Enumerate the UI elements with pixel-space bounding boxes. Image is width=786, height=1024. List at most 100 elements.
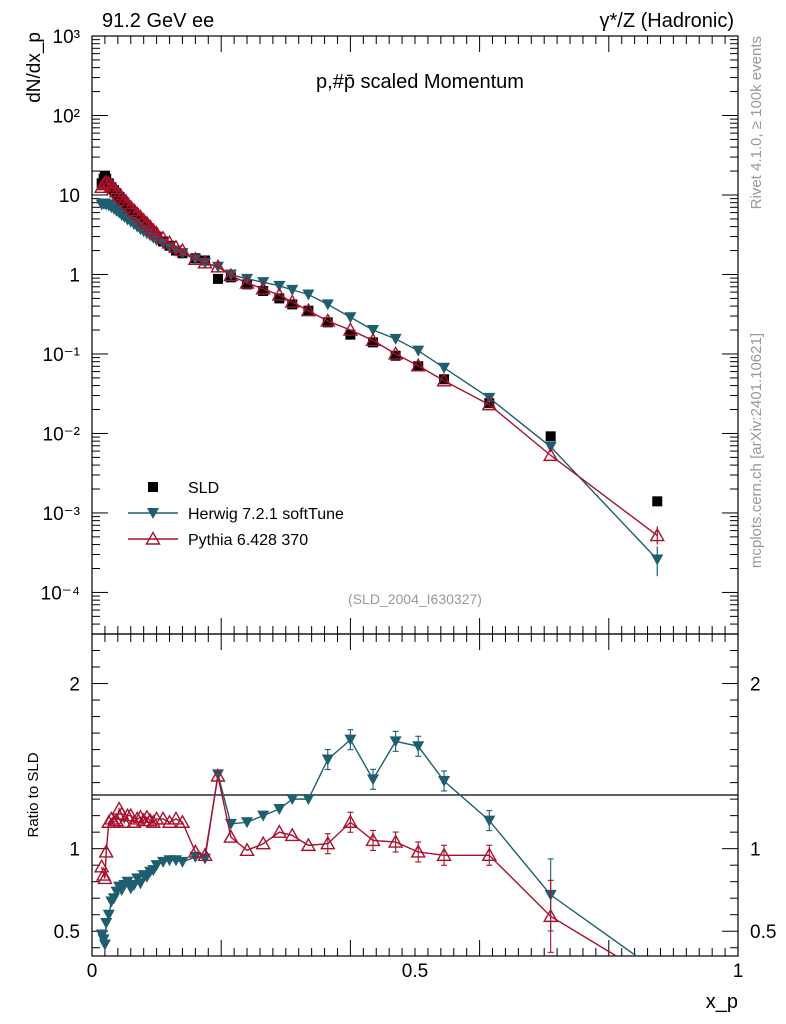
data-point bbox=[258, 285, 269, 296]
legend-label: Herwig 7.2.1 softTune bbox=[188, 506, 344, 523]
data-point bbox=[223, 267, 239, 282]
data-point bbox=[111, 187, 127, 201]
data-point bbox=[106, 814, 122, 828]
data-point bbox=[223, 829, 239, 843]
y-tick-label: 10⁻² bbox=[43, 424, 81, 445]
data-point bbox=[542, 447, 559, 462]
y-tick-label: 10² bbox=[53, 106, 80, 127]
data-point bbox=[123, 199, 139, 213]
data-point bbox=[161, 234, 178, 249]
data-point bbox=[286, 284, 299, 296]
data-point bbox=[103, 178, 120, 192]
data-point bbox=[287, 299, 298, 310]
series-line bbox=[101, 775, 617, 957]
data-point bbox=[389, 333, 402, 345]
data-point bbox=[368, 337, 379, 348]
data-point bbox=[155, 230, 171, 245]
ratio-y-tick-label: 0.5 bbox=[54, 922, 80, 943]
data-point bbox=[255, 835, 271, 850]
rivet-note: Rivet 4.1.0, ≥ 100k events bbox=[748, 36, 765, 209]
y-tick-label: 1 bbox=[69, 265, 80, 286]
data-point bbox=[176, 856, 189, 868]
data-point bbox=[121, 876, 134, 888]
data-point bbox=[273, 280, 286, 292]
y-tick-label: 10⁻³ bbox=[43, 504, 81, 525]
data-point bbox=[148, 225, 165, 239]
data-point bbox=[365, 332, 381, 347]
data-point bbox=[274, 293, 285, 304]
ratio-y-tick-label: 2 bbox=[69, 675, 80, 696]
y-tick-label: 10 bbox=[59, 186, 80, 207]
data-point bbox=[126, 814, 142, 828]
data-point bbox=[367, 325, 380, 337]
data-point bbox=[187, 844, 204, 858]
data-point bbox=[436, 372, 452, 387]
data-point bbox=[387, 346, 404, 360]
data-point bbox=[344, 312, 357, 324]
data-point bbox=[439, 374, 450, 385]
data-point bbox=[652, 496, 663, 507]
data-point bbox=[134, 878, 147, 890]
data-point bbox=[273, 804, 286, 816]
data-point bbox=[438, 362, 451, 374]
data-point bbox=[119, 195, 136, 210]
data-point bbox=[271, 287, 288, 301]
legend-marker bbox=[148, 482, 158, 492]
y-axis-label-main: dN/dx_p bbox=[24, 32, 45, 103]
axis-ticks bbox=[91, 35, 739, 956]
legend-marker bbox=[147, 508, 159, 519]
data-point bbox=[145, 814, 162, 828]
data-point bbox=[545, 431, 556, 442]
data-point bbox=[142, 218, 158, 233]
mcplots-note: mcplots.cern.ch [arXiv:2401.10621] bbox=[748, 333, 765, 568]
data-point bbox=[257, 810, 270, 822]
series-line bbox=[101, 738, 637, 957]
data-point bbox=[255, 280, 271, 295]
series-line bbox=[101, 181, 658, 537]
ratio-y-tick-label-right: 1 bbox=[750, 840, 761, 861]
y-tick-label: 10⁻¹ bbox=[43, 345, 81, 366]
x-tick-label: 0 bbox=[87, 961, 98, 982]
data-point bbox=[155, 811, 171, 825]
data-point bbox=[342, 322, 359, 336]
data-point bbox=[284, 294, 300, 308]
y-axis-label-ratio: Ratio to SLD bbox=[25, 752, 42, 837]
data-point bbox=[300, 302, 317, 317]
data-point bbox=[97, 870, 113, 885]
data-point bbox=[239, 842, 255, 857]
data-point bbox=[197, 254, 213, 269]
data-point bbox=[302, 289, 315, 301]
data-point bbox=[116, 814, 132, 828]
data-point bbox=[211, 769, 224, 781]
data-point bbox=[210, 768, 226, 782]
ratio-y-tick-label-right: 2 bbox=[750, 675, 761, 696]
data-point bbox=[114, 189, 130, 204]
data-point bbox=[286, 794, 299, 806]
data-point bbox=[108, 812, 125, 827]
data-point bbox=[106, 180, 122, 195]
legend-marker bbox=[145, 531, 161, 545]
data-point bbox=[142, 812, 158, 827]
data-point bbox=[139, 809, 155, 823]
data-point bbox=[174, 242, 191, 257]
ratio-y-tick-label-right: 0.5 bbox=[750, 922, 776, 943]
data-point bbox=[410, 357, 426, 372]
data-point bbox=[135, 212, 152, 227]
x-axis-label: x_p bbox=[706, 991, 738, 1013]
data-point bbox=[168, 239, 184, 253]
x-tick-label: 0.5 bbox=[402, 961, 428, 982]
data-point bbox=[284, 827, 300, 842]
tick-labels: 0 0.5 1 10³ 10² 10 1 10⁻¹ 10⁻² 10⁻³ 10⁻⁴ 0.5 0.5 1 1 2 2 bbox=[41, 27, 777, 982]
data-point bbox=[101, 175, 117, 190]
data-point bbox=[145, 222, 162, 236]
energy-label: 91.2 GeV ee bbox=[102, 10, 214, 32]
data-point bbox=[241, 273, 254, 285]
series-pythia-6-428-370 bbox=[93, 768, 617, 957]
data-point bbox=[239, 275, 255, 289]
data-point bbox=[161, 814, 178, 828]
data-point bbox=[321, 299, 334, 311]
data-point bbox=[116, 192, 132, 206]
ratio-y-tick-label: 1 bbox=[69, 840, 80, 861]
data-point bbox=[150, 860, 163, 872]
